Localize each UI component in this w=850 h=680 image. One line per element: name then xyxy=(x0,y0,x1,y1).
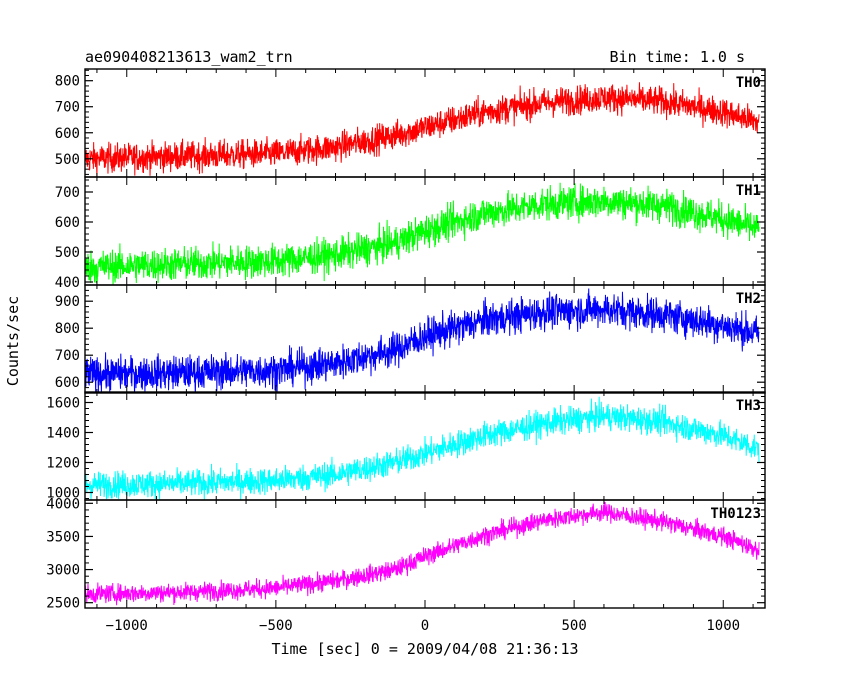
y-tick-label: 1400 xyxy=(46,426,80,442)
panel-label-th1: TH1 xyxy=(736,183,761,199)
x-tick-label: −500 xyxy=(259,618,293,634)
y-tick-label: 500 xyxy=(55,245,80,261)
panel-label-th0: TH0 xyxy=(736,75,761,91)
x-tick-label: 500 xyxy=(561,618,586,634)
y-tick-label: 3000 xyxy=(46,563,80,579)
panel-label-th0123: TH0123 xyxy=(710,506,761,522)
series-line-th0 xyxy=(85,82,760,177)
x-tick-label: 1000 xyxy=(706,618,740,634)
series-line-th3 xyxy=(85,396,760,500)
y-tick-label: 4000 xyxy=(46,496,80,512)
x-axis-label: Time [sec] 0 = 2009/04/08 21:36:13 xyxy=(271,640,578,658)
y-tick-label: 2500 xyxy=(46,596,80,612)
x-tick-label: −1000 xyxy=(106,618,148,634)
y-tick-label: 600 xyxy=(55,375,80,391)
series-line-th0123 xyxy=(85,501,760,606)
y-tick-label: 400 xyxy=(55,275,80,291)
panels-group: 500 600 700 800 TH0 400 500 600 700 TH1 600 700 800 9… xyxy=(46,68,766,634)
x-tick-label: 0 xyxy=(421,618,429,634)
panel-label-th3: TH3 xyxy=(736,398,761,414)
panel-label-th2: TH2 xyxy=(736,291,761,307)
y-axis-label: Counts/sec xyxy=(4,296,22,386)
y-tick-label: 700 xyxy=(55,100,80,116)
y-tick-label: 800 xyxy=(55,74,80,90)
y-tick-label: 3500 xyxy=(46,529,80,545)
series-line-th2 xyxy=(85,288,760,393)
bin-time-label: Bin time: 1.0 s xyxy=(610,48,745,66)
y-tick-label: 800 xyxy=(55,321,80,337)
series-line-th1 xyxy=(85,182,760,285)
y-tick-label: 900 xyxy=(55,294,80,310)
y-tick-label: 1600 xyxy=(46,396,80,412)
y-tick-label: 700 xyxy=(55,185,80,201)
y-tick-label: 600 xyxy=(55,215,80,231)
chart-title: ae090408213613_wam2_trn xyxy=(85,48,293,66)
y-tick-label: 1000 xyxy=(46,486,80,502)
y-tick-label: 1200 xyxy=(46,456,80,472)
y-tick-label: 500 xyxy=(55,152,80,168)
y-tick-label: 700 xyxy=(55,348,80,364)
y-tick-label: 600 xyxy=(55,126,80,142)
